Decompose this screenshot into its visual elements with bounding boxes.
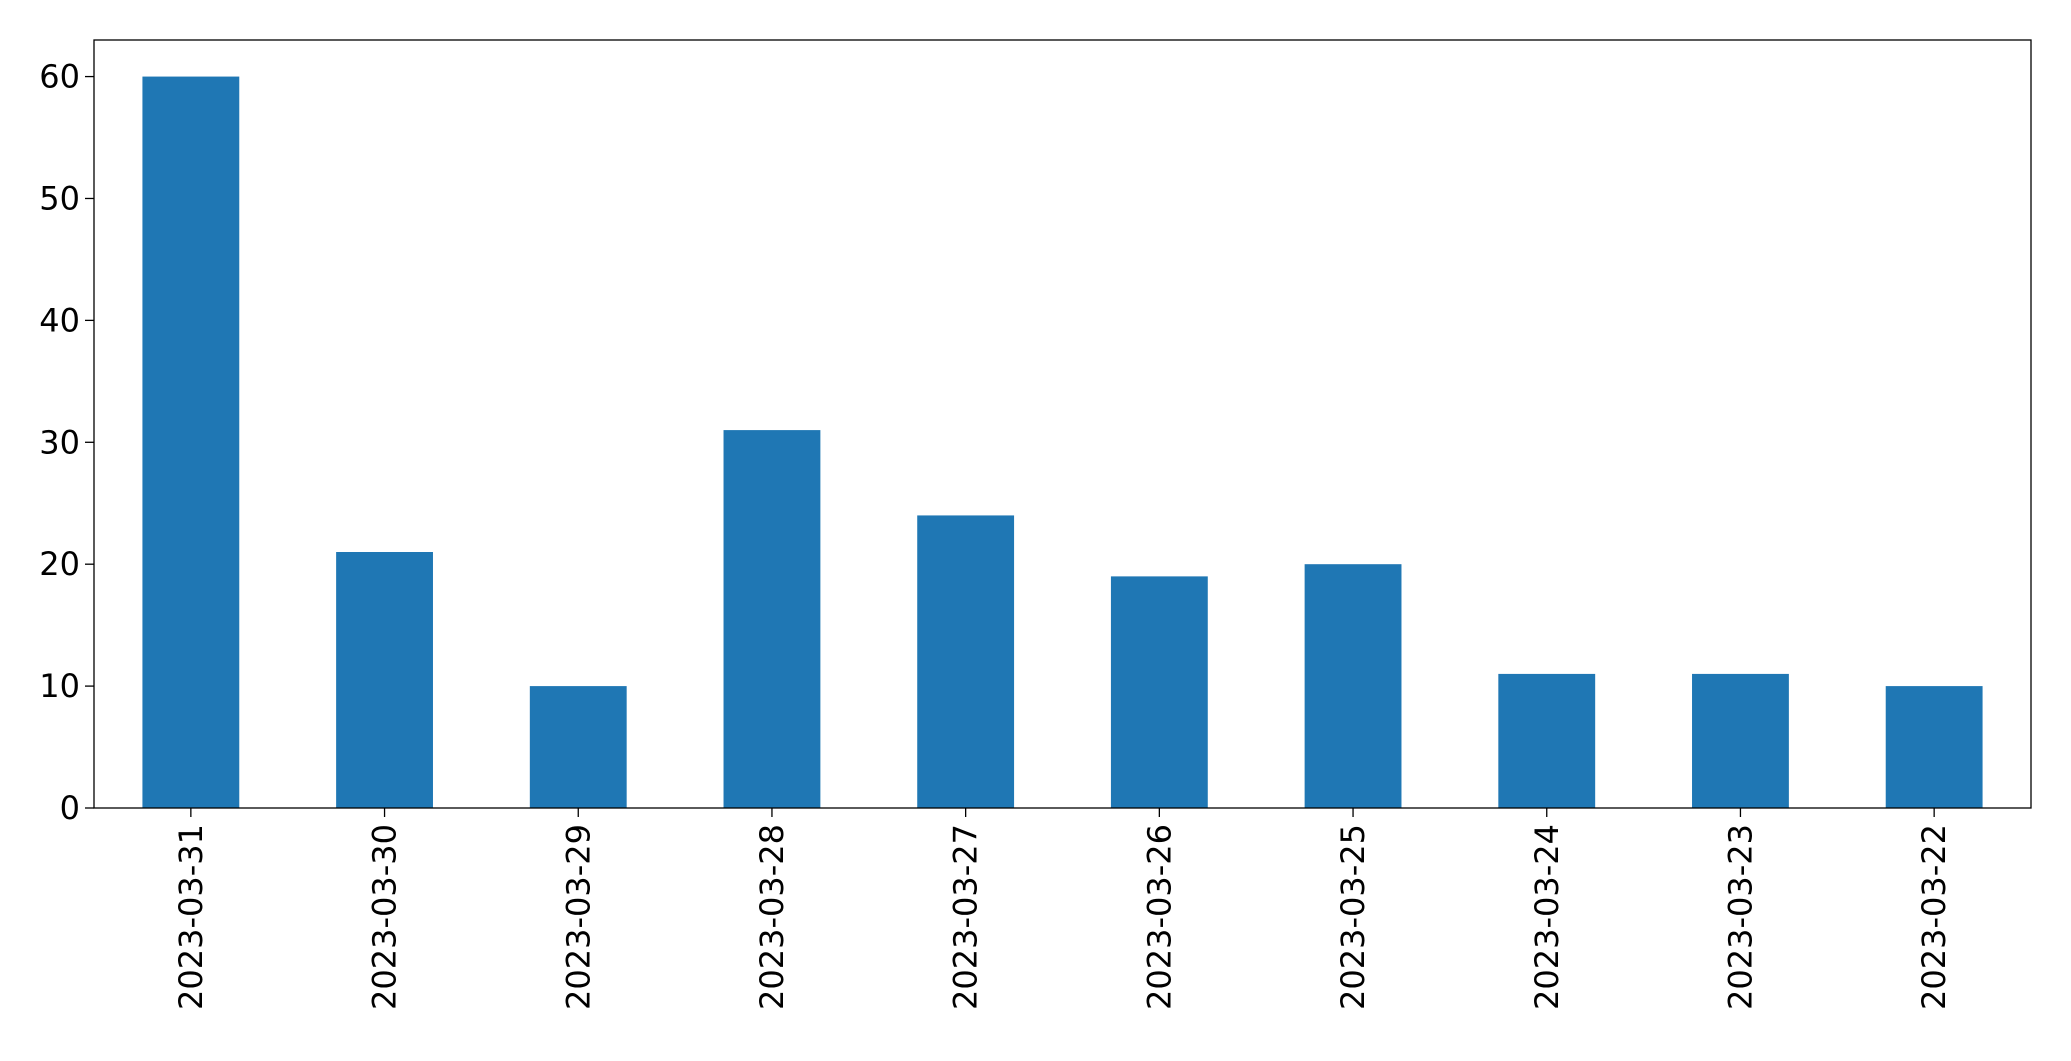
bar: [1692, 673, 1789, 808]
bar: [142, 76, 240, 809]
x-tick-label: 2023-03-27: [947, 824, 985, 1010]
bar: [1885, 686, 1983, 808]
bar: [336, 552, 433, 808]
x-tick-label: 2023-03-23: [1721, 824, 1759, 1010]
x-tick-label: 2023-03-24: [1528, 824, 1566, 1010]
x-tick-label: 2023-03-30: [366, 824, 404, 1010]
x-tick-label: 2023-03-22: [1915, 824, 1953, 1010]
x-tick-label: 2023-03-29: [559, 824, 597, 1010]
y-tick-label: 20: [39, 545, 80, 583]
y-tick-label: 30: [39, 423, 80, 461]
y-tick-label: 10: [39, 667, 80, 705]
bar: [1110, 576, 1208, 808]
bar: [917, 515, 1015, 808]
bar: [529, 686, 627, 808]
x-tick-label: 2023-03-28: [753, 824, 791, 1010]
x-tick-label: 2023-03-25: [1334, 824, 1372, 1010]
plot-frame: [93, 39, 2032, 809]
y-tick-label: 0: [60, 789, 80, 827]
bar: [1498, 673, 1596, 808]
y-tick-label: 60: [39, 58, 80, 96]
bar: [1304, 564, 1402, 808]
y-tick-label: 40: [39, 301, 80, 339]
bar: [723, 430, 821, 808]
x-tick-label: 2023-03-26: [1140, 824, 1178, 1010]
x-tick-label: 2023-03-31: [172, 824, 210, 1010]
y-tick-label: 50: [39, 179, 80, 217]
